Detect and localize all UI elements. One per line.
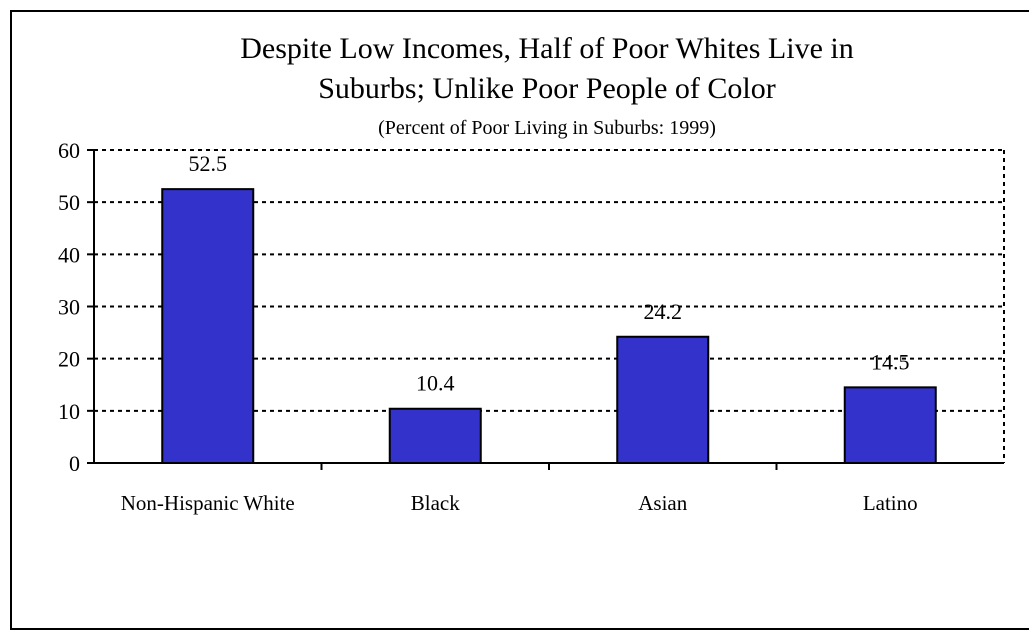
bar-2 [616,335,710,464]
y-tick-label-0: 0 [69,451,80,476]
chart-subtitle: (Percent of Poor Living in Suburbs: 1999… [378,117,716,139]
y-tick-label-2: 20 [58,347,80,372]
x-category-label-1: Black [411,491,460,515]
bar-0 [161,188,255,464]
y-tick-label-5: 50 [58,190,80,215]
y-tick-label-1: 10 [58,399,80,424]
bar-1 [388,407,482,465]
y-tick-label-4: 40 [58,242,80,267]
data-label-3: 14.5 [871,349,910,374]
y-tick-label-6: 60 [58,138,80,163]
bar-3 [843,386,937,465]
x-category-label-3: Latino [863,491,918,515]
x-category-label-2: Asian [638,491,687,515]
data-label-2: 24.2 [644,299,683,324]
data-label-1: 10.4 [416,371,455,396]
y-tick-label-3: 30 [58,295,80,320]
x-category-label-0: Non-Hispanic White [121,491,295,515]
chart-title-line-1: Despite Low Incomes, Half of Poor Whites… [240,32,854,65]
data-label-0: 52.5 [189,151,228,176]
chart-title-line-2: Suburbs; Unlike Poor People of Color [318,72,776,105]
bar-chart: 0 10 20 30 40 50 60 Non-Hispanic White Black Asia… [58,138,1005,515]
